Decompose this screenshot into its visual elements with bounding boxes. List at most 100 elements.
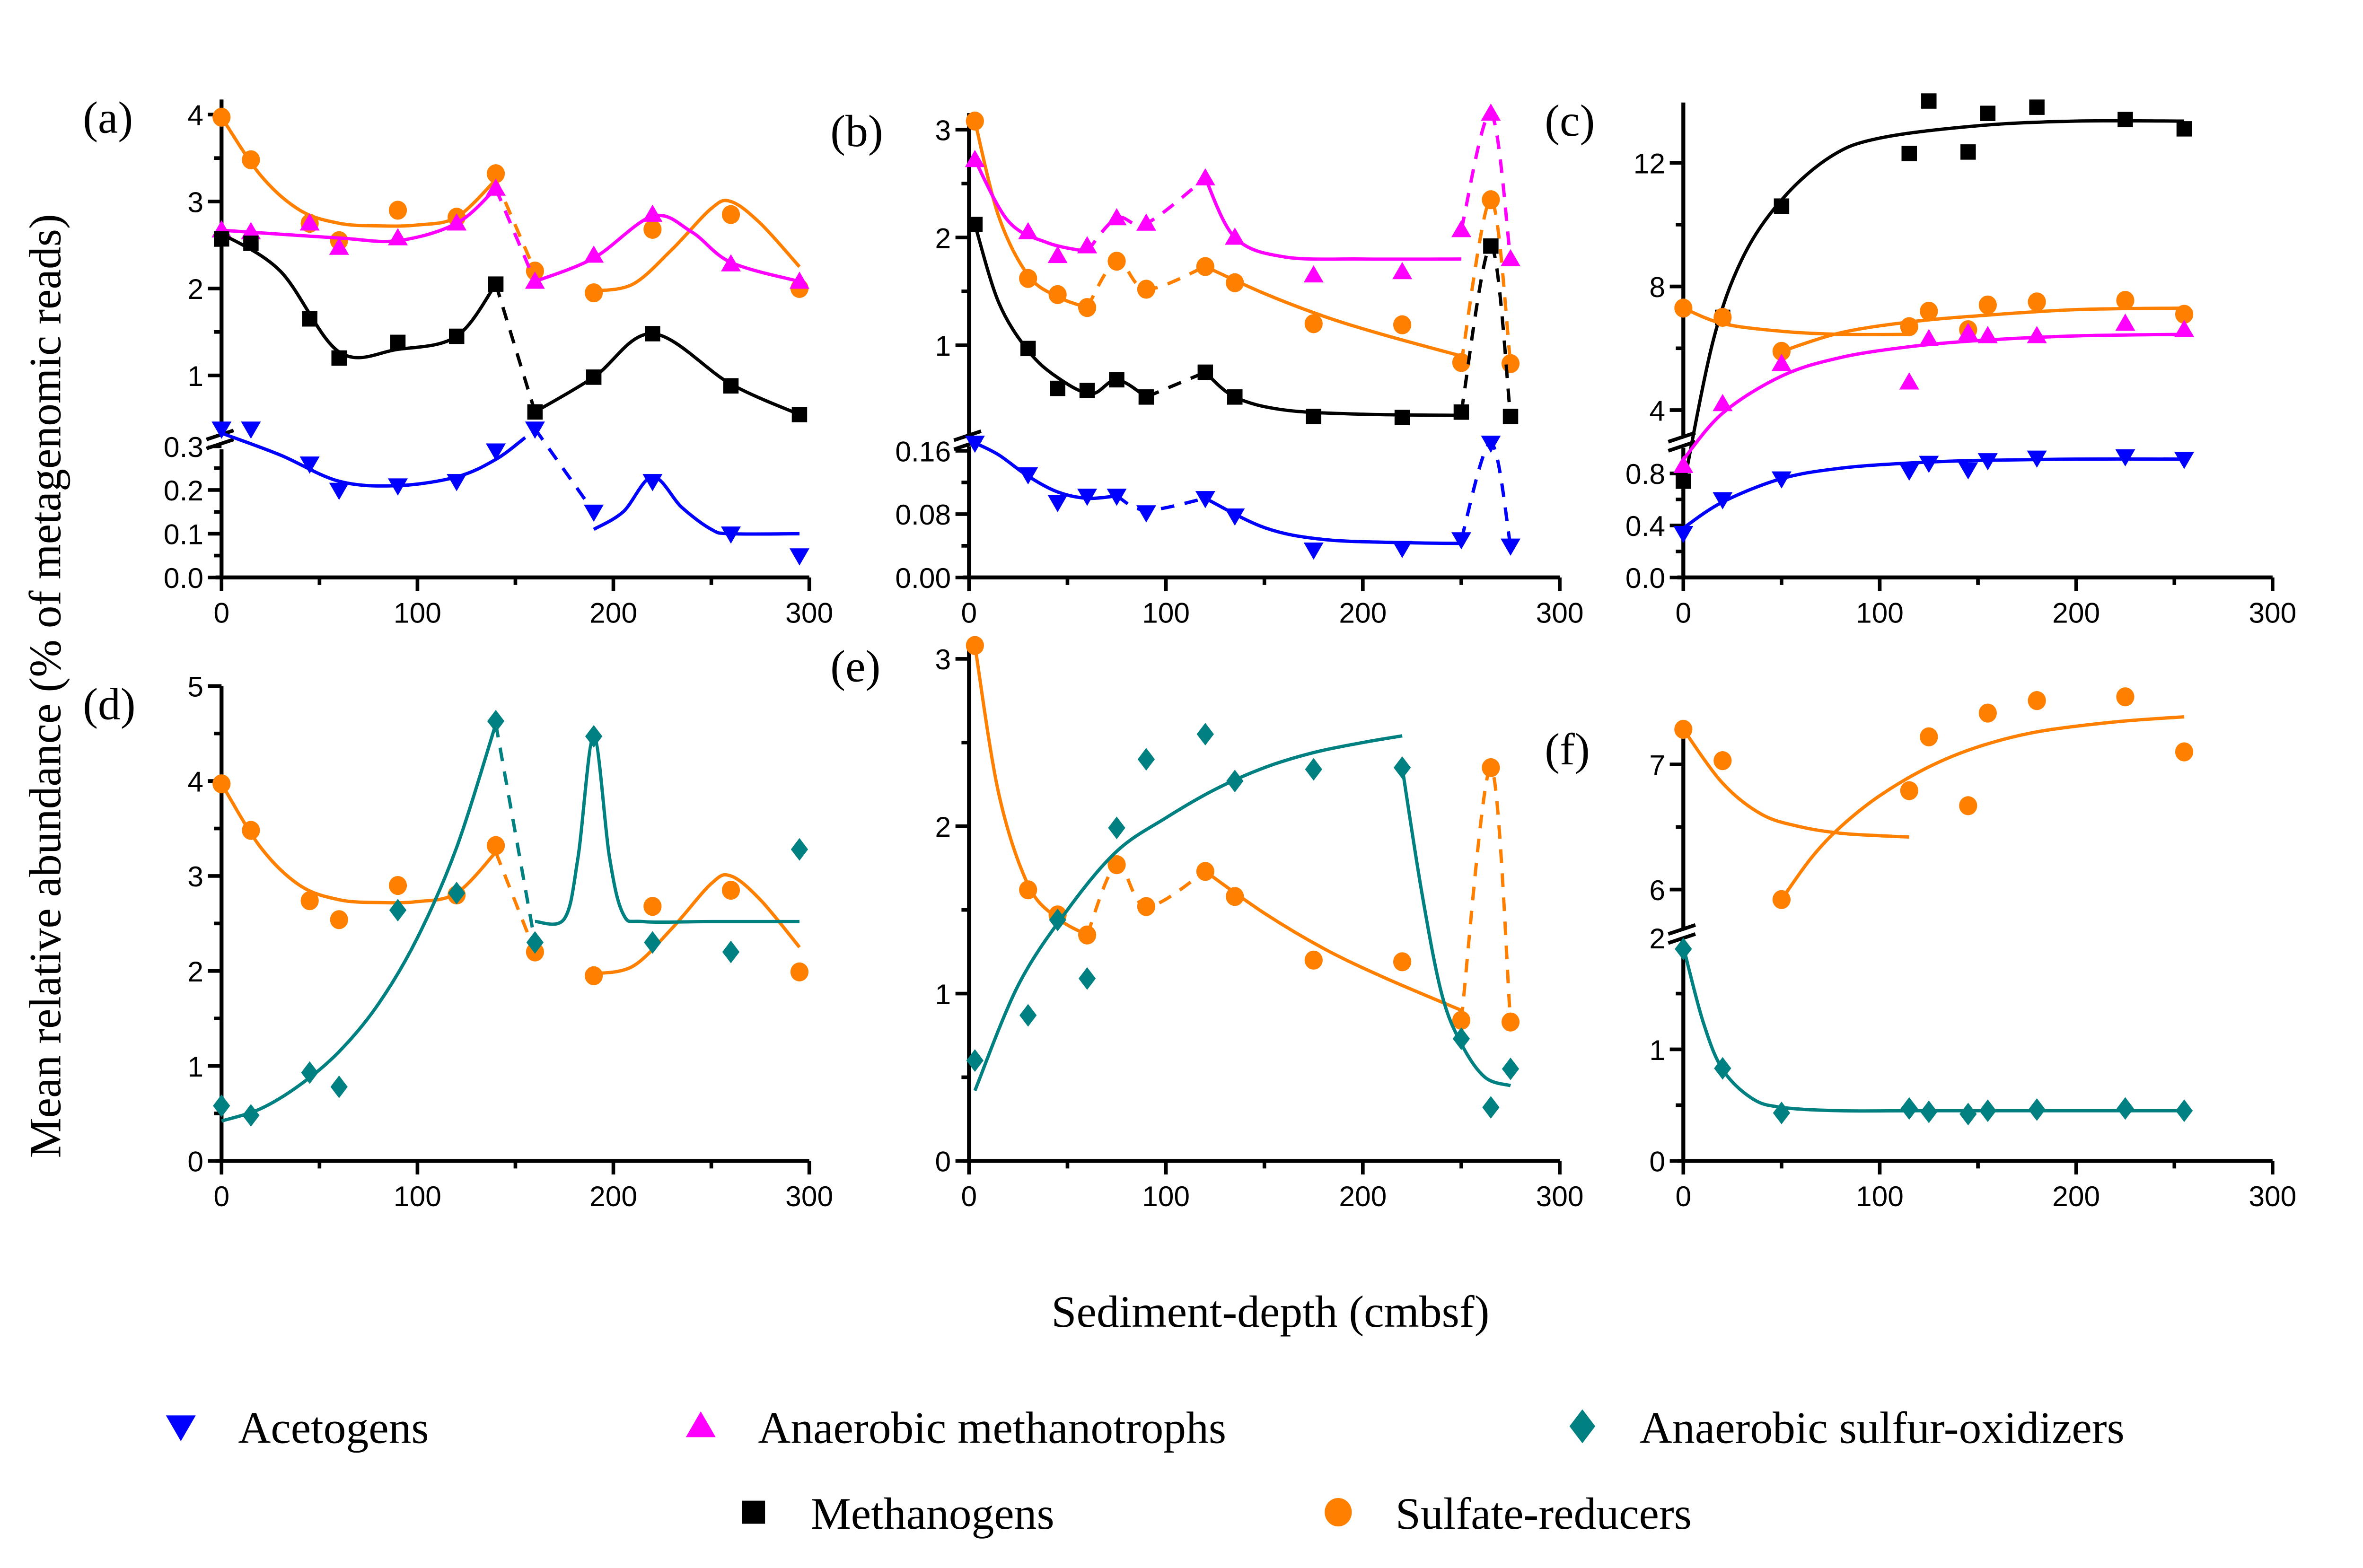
data-point-sulfate [790, 962, 809, 981]
data-point-sulfate [1452, 1011, 1471, 1030]
data-point-methanotrophs [1392, 262, 1413, 280]
x-tick-label: 0 [213, 596, 229, 629]
data-point-sulfate [1078, 298, 1097, 317]
data-point-sulfate [1959, 796, 1977, 815]
y-tick-label: 3 [187, 860, 203, 893]
x-tick-label: 0 [1675, 596, 1691, 629]
data-point-sulfate [1196, 257, 1214, 276]
series-methanogens [214, 231, 808, 422]
y-tick-label: 0.0 [1625, 562, 1665, 594]
data-point-sulfate [966, 636, 984, 655]
panel-b: (b) 0 100 200 300 1 2 3 0.00 0.08 0.16 [830, 103, 1584, 629]
fit-line-methanotrophs [494, 188, 537, 282]
data-point-methanotrophs [1303, 265, 1324, 283]
data-point-methanogens [1109, 372, 1124, 388]
data-point-acetogens [720, 526, 741, 544]
data-point-methanogens [2029, 99, 2045, 115]
data-point-acetogens [447, 474, 467, 491]
data-point-sulfate [388, 201, 407, 220]
y-tick-label: 1 [1649, 1034, 1665, 1066]
series-methanotrophs [965, 103, 1521, 283]
data-point-sulfur [1920, 1100, 1938, 1123]
fit-line-acetogens [1204, 497, 1462, 545]
data-point-methanotrophs [1047, 245, 1068, 263]
fit-line-acetogens [534, 428, 595, 513]
x-tick-label: 300 [2249, 1180, 2296, 1212]
data-point-methanotrophs [1919, 329, 1939, 347]
fit-line-sulfur [494, 724, 537, 943]
data-point-sulfate [643, 219, 662, 239]
legend-label: Anaerobic sulfur-oxidizers [1640, 1402, 2125, 1453]
data-point-acetogens [642, 474, 663, 491]
data-point-sulfur [1108, 816, 1125, 840]
data-point-sulfur [2028, 1098, 2046, 1121]
y-tick-label: 5 [187, 671, 203, 703]
data-point-methanotrophs [525, 272, 545, 289]
data-point-methanogens [527, 404, 543, 420]
data-point-methanotrophs [1136, 213, 1156, 231]
data-point-acetogens [1047, 495, 1068, 512]
data-point-methanotrophs [486, 178, 506, 196]
legend-item-methanotrophs: Anaerobic methanotrophs [685, 1402, 1226, 1453]
data-point-sulfate [1137, 897, 1156, 916]
data-point-methanotrophs [1018, 222, 1038, 239]
data-point-sulfate [721, 205, 740, 224]
data-point-acetogens [1136, 505, 1156, 523]
legend-label: Methanogens [811, 1489, 1054, 1539]
data-point-acetogens [1500, 538, 1521, 556]
data-point-sulfur [1226, 770, 1244, 793]
data-point-sulfate [1452, 353, 1471, 372]
data-point-sulfur [2175, 1099, 2193, 1122]
data-point-sulfur [722, 940, 740, 964]
data-point-methanogens [1980, 105, 1996, 121]
data-point-methanotrophs [584, 245, 604, 263]
panel-f: (f) 0 100 200 300 6 7 0 1 2 [1545, 687, 2296, 1212]
data-point-sulfur [1305, 758, 1322, 781]
data-point-sulfur [389, 899, 407, 922]
legend-marker-methanotrophs [685, 1411, 716, 1437]
data-point-methanotrophs [1481, 103, 1501, 121]
x-tick-label: 0 [1675, 1180, 1691, 1212]
data-point-sulfate [1226, 887, 1244, 906]
fit-line-sulfate [1204, 870, 1462, 1012]
x-tick-label: 300 [2249, 596, 2296, 629]
data-point-methanogens [2176, 121, 2192, 137]
data-point-sulfate [1196, 862, 1214, 881]
fit-line-sulfate [1085, 863, 1206, 936]
data-point-sulfate [2175, 305, 2194, 324]
y-tick-label: 2 [935, 811, 951, 843]
fit-line-acetogens [221, 431, 527, 488]
data-point-sulfate [1107, 252, 1126, 271]
data-point-acetogens [1225, 508, 1245, 526]
data-point-methanogens [1774, 198, 1790, 214]
data-point-acetogens [789, 548, 809, 566]
fit-line-sulfate [1682, 307, 1909, 336]
series-sulfate [212, 774, 809, 985]
data-point-sulfate [242, 821, 260, 840]
data-point-methanogens [645, 326, 660, 342]
x-tick-label: 300 [785, 1180, 833, 1212]
axis-break-mark [1668, 932, 1696, 945]
fit-line-sulfate [1204, 265, 1462, 358]
data-point-methanotrophs [329, 237, 349, 255]
x-tick-label: 0 [213, 1180, 229, 1212]
data-point-sulfate [1900, 781, 1918, 800]
x-tick-label: 300 [1536, 596, 1584, 629]
data-point-sulfate [721, 880, 740, 900]
y-tick-label: 3 [935, 643, 951, 675]
data-point-methanotrophs [965, 149, 985, 167]
data-point-sulfate [1978, 295, 1997, 315]
data-point-methanotrophs [299, 213, 320, 231]
data-point-sulfur [2117, 1097, 2134, 1120]
data-point-methanogens [791, 407, 808, 422]
data-point-methanogens [1921, 93, 1937, 109]
axis-break-mark [1668, 431, 1696, 444]
x-tick-label: 200 [589, 596, 637, 629]
data-point-acetogens [1771, 471, 1792, 489]
data-point-sulfate [585, 966, 603, 985]
data-point-sulfur [1049, 908, 1066, 931]
fit-line-methanogens [973, 224, 1147, 399]
data-point-sulfate [585, 283, 603, 303]
data-point-methanogens [1502, 409, 1519, 424]
series-sulfur [1675, 937, 2193, 1126]
